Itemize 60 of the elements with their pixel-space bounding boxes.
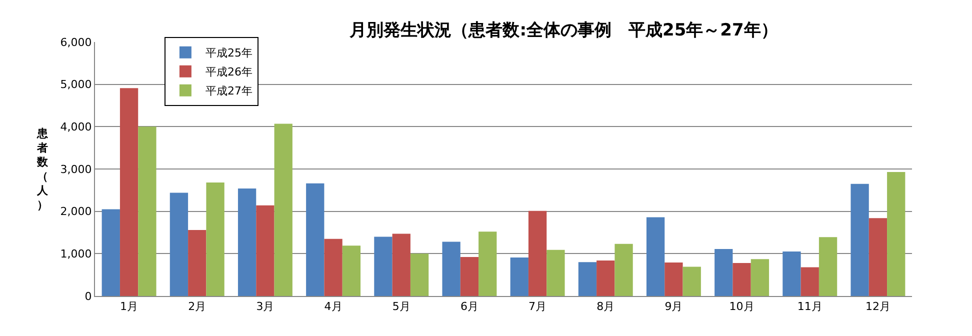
bar: [578, 262, 597, 296]
bar: [546, 250, 565, 296]
bar: [274, 124, 292, 296]
bar: [342, 246, 361, 296]
bar: [138, 126, 156, 296]
bar: [102, 209, 120, 296]
bar: [850, 184, 869, 296]
x-tick-label: 9月: [664, 300, 683, 314]
bar: [324, 238, 342, 296]
bar: [188, 230, 206, 296]
bar: [374, 236, 392, 296]
bar: [120, 88, 138, 296]
bar: [238, 188, 256, 296]
x-tick-label: 8月: [596, 300, 615, 314]
bar: [818, 237, 838, 296]
bar: [887, 172, 906, 296]
y-tick-label: 5,000: [60, 78, 92, 92]
bar: [750, 259, 770, 296]
bar: [682, 266, 701, 296]
x-tick-label: 12月: [865, 300, 890, 314]
bar: [306, 183, 324, 296]
bar: [442, 242, 460, 296]
bar: [800, 267, 819, 296]
bar: [596, 260, 615, 296]
bar: [170, 192, 188, 296]
bar: [528, 210, 547, 296]
bar: [510, 257, 528, 296]
bar: [714, 249, 733, 296]
y-tick-label: 6,000: [60, 36, 92, 49]
y-tick-label: 0: [84, 290, 92, 303]
y-axis-title: 患者数（人）: [36, 127, 49, 212]
x-tick-label: 4月: [324, 300, 342, 314]
legend-label: 平成26年: [205, 66, 252, 79]
bar: [256, 205, 274, 296]
bar: [392, 234, 410, 296]
y-tick-label: 2,000: [60, 205, 92, 218]
bar: [410, 254, 429, 296]
bar: [732, 262, 751, 296]
bar: [460, 257, 479, 296]
bar: [614, 244, 633, 296]
x-tick-label: 11月: [797, 300, 822, 314]
legend-label: 平成25年: [205, 46, 252, 60]
y-tick-label: 3,000: [60, 162, 92, 176]
bar: [868, 218, 888, 296]
x-tick-label: 2月: [188, 300, 206, 314]
y-tick-label: 4,000: [60, 120, 92, 134]
x-tick-label: 1月: [120, 300, 138, 314]
bar: [478, 232, 497, 296]
x-tick-label: 5月: [392, 300, 410, 314]
legend-label: 平成27年: [205, 84, 252, 98]
bar: [782, 252, 801, 296]
y-tick-label: 1,000: [60, 248, 92, 261]
chart-title: 月別発生状況（患者数:全体の事例 平成25年～27年）: [348, 20, 778, 40]
x-tick-label: 3月: [256, 300, 274, 314]
bar: [206, 182, 224, 296]
bar: [664, 262, 683, 296]
x-tick-label: 7月: [528, 300, 547, 314]
bar: [646, 217, 665, 296]
x-tick-label: 10月: [729, 300, 754, 314]
x-tick-label: 6月: [460, 300, 478, 314]
